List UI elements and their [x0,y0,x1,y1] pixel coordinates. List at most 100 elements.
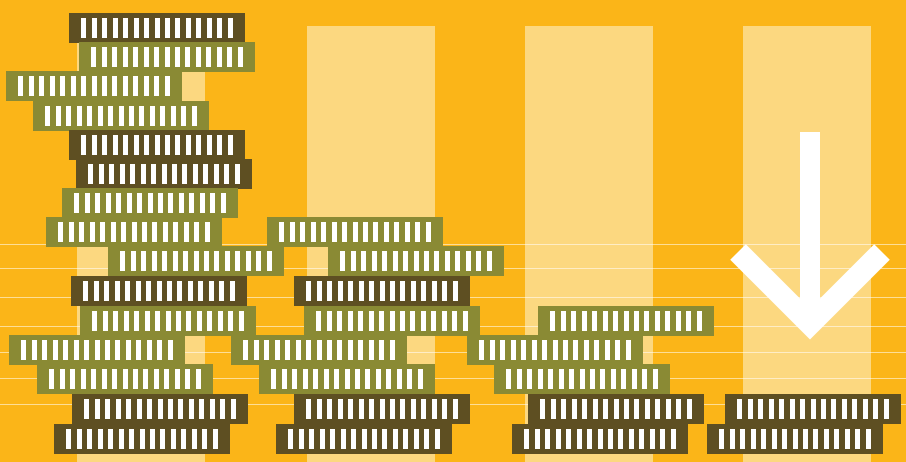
coin-edge-mark [323,369,329,389]
coin-edge-mark [527,369,533,389]
coin-edge-mark [49,369,55,389]
coin-edge-mark [729,429,735,449]
coin-edge-mark [154,135,160,155]
coin-edge-mark [143,76,149,96]
coin-edge-mark [224,164,230,184]
coin-edge-mark [342,222,348,242]
coin-edge-mark [761,429,767,449]
coin-edge-mark [204,222,210,242]
coin-edge-mark [813,429,819,449]
coin-edge-mark [452,281,458,301]
coin-edge-mark [84,193,90,213]
coin-edge-mark [592,399,598,419]
coin-edge-mark [369,281,375,301]
coin-edge-mark [217,311,223,331]
coin-edge-mark [410,399,416,419]
coin-edge-mark [768,399,774,419]
coin-edge-mark [540,399,546,419]
coin-edge-mark [292,369,298,389]
coin-edge-mark [350,251,356,271]
coin-edge-mark [112,18,118,38]
coin-edge-mark [552,340,558,360]
coin-edge-mark [137,193,143,213]
coin-edge-mark [421,281,427,301]
coin-edge-mark [316,399,322,419]
coin-edge-mark [403,429,409,449]
coin-edge-mark [421,399,427,419]
coin [69,13,245,43]
coin-edge-mark [206,47,212,67]
coin-edge-mark [407,369,413,389]
coin-edge-mark [431,399,437,419]
coin-edge-mark [136,399,142,419]
coin-edge-mark [168,193,174,213]
coin-edge-mark [181,106,187,126]
coin-edge-mark [21,340,27,360]
coin-edge-mark [136,340,142,360]
coin-edge-mark [686,399,692,419]
coin-edge-mark [95,193,101,213]
coin-edge-mark [644,399,650,419]
coin-edge-mark [68,222,74,242]
coin-edge-mark [802,429,808,449]
coin-edge-mark [266,251,272,271]
coin-edge-mark [410,281,416,301]
coin-edge-mark [170,429,176,449]
coin-edge-mark [194,222,200,242]
coin-edge-mark [149,429,155,449]
coin-edge-mark [105,193,111,213]
coin-edge-mark [452,311,458,331]
coin-edge-mark [186,311,192,331]
coin-edge-mark [156,281,162,301]
coin-edge-mark [379,311,385,331]
coin-edge-mark [89,222,95,242]
coin-edge-mark [154,76,160,96]
coin-edge-mark [288,429,294,449]
coin-edge-mark [172,251,178,271]
coin-edge-mark [227,47,233,67]
coin-edge-mark [199,399,205,419]
coin-edge-mark [558,369,564,389]
coin-edge-mark [157,340,163,360]
coin-edge-mark [271,369,277,389]
coin-edge-mark [126,399,132,419]
coin-edge-mark [631,369,637,389]
coin-edge-mark [550,399,556,419]
coin-edge-mark [425,222,431,242]
coin-edge-mark [489,340,495,360]
coin-edge-mark [382,429,388,449]
coin-edge-mark [191,429,197,449]
coin-edge-mark [143,369,149,389]
coin-edge-mark [479,340,485,360]
coin-edge-mark [441,311,447,331]
coin-edge-mark [327,281,333,301]
coin-edge-mark [747,399,753,419]
coin-edge-mark [166,281,172,301]
coin-edge-mark [462,311,468,331]
coin-edge-mark [295,340,301,360]
coin-edge-mark [344,369,350,389]
coin-edge-mark [389,281,395,301]
coin-edge-mark [413,429,419,449]
coin-edge-mark [81,18,87,38]
coin-edge-mark [347,340,353,360]
coin-edge-mark [434,429,440,449]
coin-edge-mark [122,76,128,96]
coin [512,424,688,454]
coin-edge-mark [187,281,193,301]
coin-edge-mark [108,106,114,126]
coin-edge-mark [379,281,385,301]
coin-edge-mark [865,429,871,449]
coin-edge-mark [227,135,233,155]
coin-edge-mark [737,399,743,419]
coin-edge-mark [571,311,577,331]
coin-edge-mark [199,193,205,213]
coin-edge-mark [831,399,837,419]
coin-edge-mark [120,251,126,271]
coin-edge-mark [175,18,181,38]
coin-edge-mark [455,251,461,271]
coin-edge-mark [434,251,440,271]
coin-edge-mark [400,281,406,301]
coin-edge-mark [639,429,645,449]
coin-edge-mark [149,106,155,126]
